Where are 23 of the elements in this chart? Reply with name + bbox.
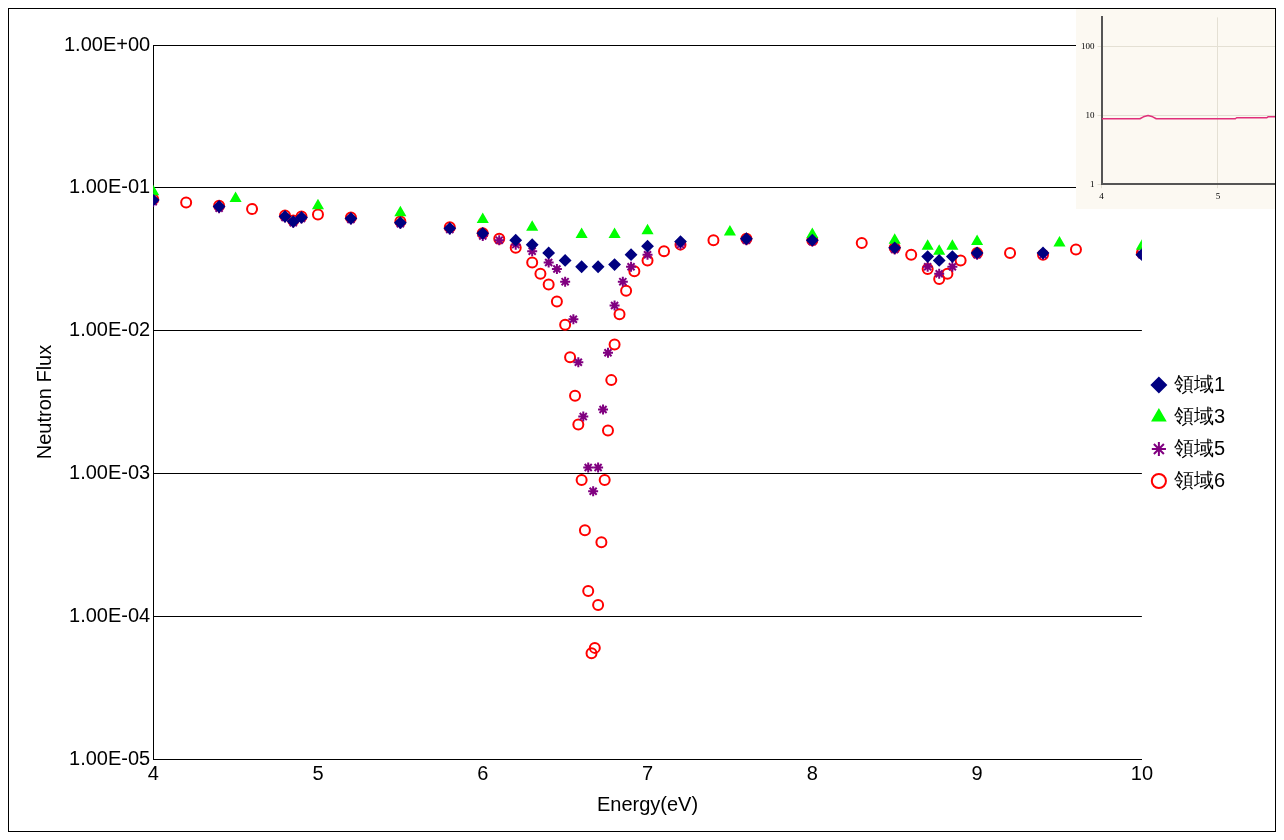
y-tick-label: 100 — [1081, 41, 1095, 52]
legend-label: 領域3 — [1173, 404, 1225, 427]
legend-label: 領域1 — [1173, 372, 1225, 395]
x-tick-label: 7 — [641, 761, 654, 784]
x-tick-label: 9 — [971, 761, 983, 784]
y-tick-label: 1.00E+00 — [63, 32, 151, 55]
x-tick-label: 6 — [477, 761, 489, 784]
y-tick-label: 1.00E-01 — [69, 175, 151, 198]
legend-label: 領域6 — [1173, 468, 1225, 491]
x-tick-label: 10 — [1130, 761, 1153, 784]
x-tick-label: 5 — [312, 761, 324, 784]
x-tick-label: 8 — [806, 761, 818, 784]
y-tick-label: 1.00E-02 — [69, 318, 151, 341]
y-tick-label: 1.00E-05 — [69, 746, 151, 769]
y-tick-label: 10 — [1085, 109, 1095, 120]
y-axis-title: Neutron Flux — [32, 344, 55, 460]
y-tick-label: 1.00E-03 — [69, 460, 151, 483]
x-axis-title: Energy(eV) — [596, 792, 699, 815]
x-tick-label: 4 — [1099, 190, 1105, 201]
y-tick-label: 1 — [1090, 178, 1095, 189]
y-tick-label: 1.00E-04 — [69, 603, 151, 626]
x-tick-label: 5 — [1215, 190, 1221, 201]
legend-label: 領域5 — [1173, 436, 1225, 459]
